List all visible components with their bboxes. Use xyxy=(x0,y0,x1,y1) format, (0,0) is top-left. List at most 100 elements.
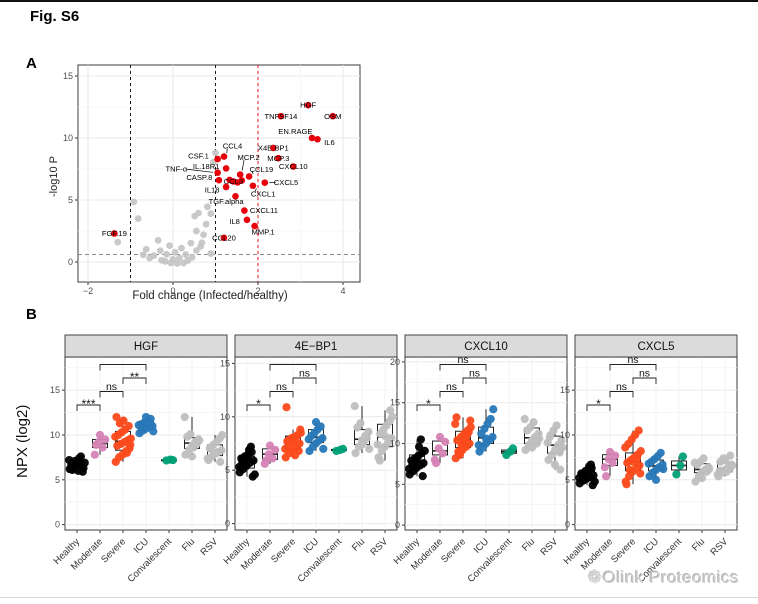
y-tick-label: 5 xyxy=(565,475,570,485)
volcano-gene-label: TGF.alpha xyxy=(209,197,245,206)
data-point-flu xyxy=(186,429,195,439)
data-point-icu xyxy=(651,475,661,484)
data-point-severe xyxy=(459,437,468,446)
data-point-icu xyxy=(644,459,653,468)
data-point-severe xyxy=(119,416,128,425)
data-point-severe xyxy=(126,434,135,443)
volcano-gene-label: X4E.BP1 xyxy=(258,144,289,153)
category-label: ICU xyxy=(302,536,321,555)
facet-strip xyxy=(574,334,738,358)
y-tick-label: 15 xyxy=(63,71,73,81)
facet-strip xyxy=(64,334,228,358)
significant-point xyxy=(251,222,258,230)
significant-point xyxy=(304,101,312,109)
top-border-line xyxy=(0,0,758,2)
category-label: RSV xyxy=(369,536,391,558)
data-point-rsv xyxy=(557,436,566,445)
data-point-healthy xyxy=(414,442,424,451)
significance-label: ns xyxy=(276,381,287,393)
volcano-gene-label: IL6 xyxy=(324,138,335,147)
volcano-gene-label: MCP.3 xyxy=(267,154,289,163)
nonsignificant-point xyxy=(146,254,154,262)
significance-bracket xyxy=(246,404,271,411)
data-point-rsv xyxy=(388,412,397,421)
data-point-severe xyxy=(122,448,131,458)
volcano-gene-label: OSM xyxy=(324,112,341,121)
data-point-flu xyxy=(535,434,544,443)
significance-label: ns xyxy=(106,381,117,393)
data-point-rsv xyxy=(726,451,735,460)
data-point-flu xyxy=(180,412,189,422)
data-point-moderate xyxy=(600,463,609,472)
nonsignificant-point xyxy=(187,239,195,247)
data-point-flu xyxy=(362,434,371,443)
volcano-gene-label: TNFSF14 xyxy=(264,112,297,121)
label-leader-line xyxy=(254,188,257,193)
data-point-flu xyxy=(357,440,367,449)
data-point-icu xyxy=(319,444,328,453)
significance-label: ns xyxy=(457,354,468,366)
data-point-icu xyxy=(134,421,143,430)
significance-bracket xyxy=(292,377,317,384)
significance-bracket xyxy=(99,364,147,371)
significant-point xyxy=(261,179,269,186)
y-tick-label: 10 xyxy=(390,439,400,449)
data-point-icu xyxy=(486,414,495,424)
data-point-moderate xyxy=(262,456,271,465)
data-point-severe xyxy=(622,480,631,489)
data-point-icu xyxy=(474,441,483,450)
data-point-rsv xyxy=(216,457,225,466)
nonsignificant-point xyxy=(142,245,150,253)
nonsignificant-point xyxy=(166,242,173,250)
volcano-gene-label: MCP.2 xyxy=(238,153,260,162)
category-label: Severe xyxy=(439,536,468,565)
data-point-healthy xyxy=(248,472,257,481)
data-point-rsv xyxy=(205,444,214,453)
significant-point xyxy=(238,177,246,184)
significance-bracket xyxy=(609,364,657,371)
volcano-gene-label: HGF xyxy=(300,101,316,110)
data-point-moderate xyxy=(95,430,105,440)
category-label: ICU xyxy=(642,536,661,555)
facet-title: CXCL10 xyxy=(464,341,507,353)
data-point-moderate xyxy=(90,450,99,459)
nonsignificant-point xyxy=(161,257,169,265)
data-point-healthy xyxy=(246,442,255,451)
data-point-healthy xyxy=(588,481,597,490)
nonsignificant-point xyxy=(212,149,219,157)
data-point-icu xyxy=(149,427,158,436)
significant-point xyxy=(243,216,251,224)
nonsignificant-point xyxy=(173,260,181,267)
nonsignificant-point xyxy=(207,250,215,257)
category-label: Severe xyxy=(609,536,638,565)
significant-point xyxy=(215,176,223,184)
significant-point xyxy=(245,173,253,180)
data-point-rsv xyxy=(375,456,384,465)
data-point-rsv xyxy=(218,430,227,440)
significance-label: ns xyxy=(627,354,638,366)
data-point-convalescent xyxy=(338,444,347,453)
data-point-flu xyxy=(527,443,537,452)
data-point-rsv xyxy=(380,431,390,441)
volcano-gene-label: IL.18R1 xyxy=(193,162,220,171)
data-point-rsv xyxy=(373,440,382,449)
data-point-severe xyxy=(636,447,645,456)
data-point-moderate xyxy=(432,458,441,468)
label-leader-line xyxy=(186,168,214,173)
volcano-gene-label: EN.RAGE xyxy=(278,127,312,136)
nonsignificant-point xyxy=(154,236,162,244)
volcano-gene-label: CCL4 xyxy=(223,142,242,151)
y-tick-label: 5 xyxy=(68,195,73,205)
boxplot-y-axis-label: NPX (log2) xyxy=(14,404,31,478)
y-tick-label: 10 xyxy=(63,133,73,143)
panel-b-label: B xyxy=(26,306,37,323)
data-point-healthy xyxy=(78,467,87,476)
y-tick-label: 0 xyxy=(225,519,230,529)
nonsignificant-point xyxy=(175,254,183,262)
y-tick-label: 5 xyxy=(55,475,60,485)
y-tick-label: 15 xyxy=(50,385,60,395)
data-point-flu xyxy=(529,418,538,427)
y-tick-label: 0 xyxy=(395,520,400,530)
data-point-convalescent xyxy=(676,461,685,470)
